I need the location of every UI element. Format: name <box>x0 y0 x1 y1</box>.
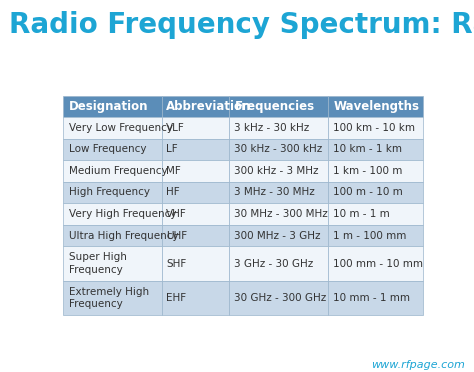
Text: www.rfpage.com: www.rfpage.com <box>371 360 465 370</box>
Text: 3 GHz - 30 GHz: 3 GHz - 30 GHz <box>235 259 314 269</box>
Bar <box>328 160 423 182</box>
Bar <box>228 139 328 160</box>
Text: HF: HF <box>166 187 180 198</box>
Text: Frequencies: Frequencies <box>235 100 315 113</box>
Bar <box>228 281 328 315</box>
Bar <box>63 96 162 117</box>
Text: Super High
Frequency: Super High Frequency <box>69 252 127 275</box>
Text: MF: MF <box>166 166 181 176</box>
Bar <box>228 117 328 139</box>
Bar <box>228 203 328 225</box>
Bar <box>162 246 228 281</box>
Text: Ultra High Frequency: Ultra High Frequency <box>69 231 179 241</box>
Bar <box>228 96 328 117</box>
Text: 10 m - 1 m: 10 m - 1 m <box>333 209 390 219</box>
Bar <box>63 225 162 246</box>
Bar <box>328 225 423 246</box>
Text: 10 mm - 1 mm: 10 mm - 1 mm <box>333 293 410 303</box>
Text: 30 MHz - 300 MHz: 30 MHz - 300 MHz <box>235 209 328 219</box>
Bar <box>63 203 162 225</box>
Bar <box>328 182 423 203</box>
Text: 30 kHz - 300 kHz: 30 kHz - 300 kHz <box>235 144 323 154</box>
Bar <box>228 182 328 203</box>
Text: VHF: VHF <box>166 209 187 219</box>
Bar <box>162 182 228 203</box>
Text: 100 mm - 10 mm: 100 mm - 10 mm <box>333 259 423 269</box>
Text: Medium Frequency: Medium Frequency <box>69 166 167 176</box>
Bar <box>162 96 228 117</box>
Bar <box>162 117 228 139</box>
Text: 30 GHz - 300 GHz: 30 GHz - 300 GHz <box>235 293 327 303</box>
Bar <box>328 117 423 139</box>
Text: Extremely High
Frequency: Extremely High Frequency <box>69 287 149 309</box>
Bar <box>328 139 423 160</box>
Text: VLF: VLF <box>166 123 185 133</box>
Text: Very High Frequency: Very High Frequency <box>69 209 176 219</box>
Bar <box>228 160 328 182</box>
Bar <box>328 246 423 281</box>
Bar <box>162 203 228 225</box>
Bar <box>63 139 162 160</box>
Text: Low Frequency: Low Frequency <box>69 144 146 154</box>
Text: 300 MHz - 3 GHz: 300 MHz - 3 GHz <box>235 231 321 241</box>
Text: 1 km - 100 m: 1 km - 100 m <box>333 166 402 176</box>
Text: UHF: UHF <box>166 231 187 241</box>
Text: LF: LF <box>166 144 178 154</box>
Bar <box>162 225 228 246</box>
Text: SHF: SHF <box>166 259 186 269</box>
Bar <box>63 117 162 139</box>
Bar <box>63 182 162 203</box>
Text: Wavelengths: Wavelengths <box>333 100 419 113</box>
Text: Very Low Frequency: Very Low Frequency <box>69 123 173 133</box>
Text: High Frequency: High Frequency <box>69 187 150 198</box>
Bar <box>328 203 423 225</box>
Bar <box>63 160 162 182</box>
Bar <box>162 160 228 182</box>
Text: Abbreviation: Abbreviation <box>166 100 251 113</box>
Text: 10 km - 1 km: 10 km - 1 km <box>333 144 402 154</box>
Bar <box>63 281 162 315</box>
Text: Radio Frequency Spectrum: Ranges: Radio Frequency Spectrum: Ranges <box>9 11 474 39</box>
Text: EHF: EHF <box>166 293 186 303</box>
Text: 100 km - 10 km: 100 km - 10 km <box>333 123 415 133</box>
Text: 300 kHz - 3 MHz: 300 kHz - 3 MHz <box>235 166 319 176</box>
Bar <box>228 246 328 281</box>
Bar <box>162 139 228 160</box>
Text: 3 kHz - 30 kHz: 3 kHz - 30 kHz <box>235 123 310 133</box>
Bar <box>228 225 328 246</box>
Text: 100 m - 10 m: 100 m - 10 m <box>333 187 403 198</box>
Text: Designation: Designation <box>69 100 148 113</box>
Bar <box>63 246 162 281</box>
Bar <box>328 281 423 315</box>
Bar <box>328 96 423 117</box>
Text: 1 m - 100 mm: 1 m - 100 mm <box>333 231 407 241</box>
Bar <box>162 281 228 315</box>
Text: 3 MHz - 30 MHz: 3 MHz - 30 MHz <box>235 187 315 198</box>
